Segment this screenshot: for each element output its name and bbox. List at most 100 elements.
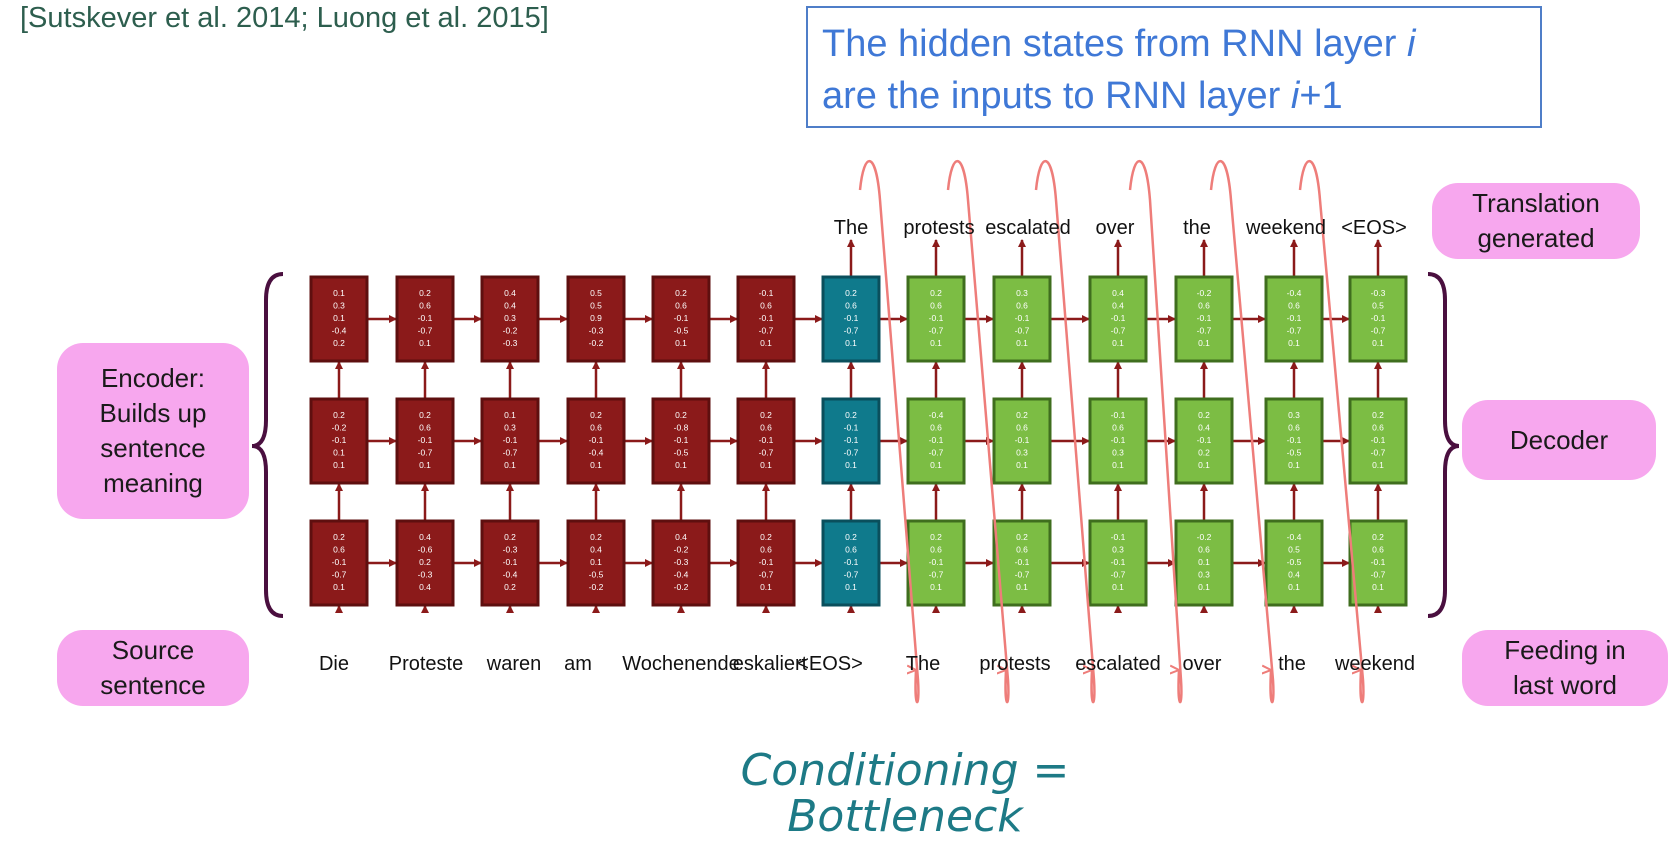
cell-value: 0.2 [504, 582, 516, 592]
cell-value: -0.1 [929, 557, 944, 567]
cell-value: 0.1 [845, 460, 857, 470]
cell-value: 0.1 [930, 338, 942, 348]
note-line-1: The hidden states from RNN layer i [822, 23, 1416, 65]
cell-value: -0.3 [418, 570, 433, 580]
cell-value: 0.6 [1372, 423, 1384, 433]
cell-value: -0.2 [1197, 532, 1212, 542]
cell-value: 0.3 [1112, 448, 1124, 458]
cell-box [906, 275, 966, 363]
cell-value: 0.2 [590, 532, 602, 542]
cell-value: 0.1 [1372, 582, 1384, 592]
cell-box [309, 275, 369, 363]
hidden-state-cell: 0.2 0.6 -0.1 -0.4 0.1 [566, 397, 626, 485]
cell-value: 0.3 [1288, 410, 1300, 420]
cell-value: -0.7 [1015, 570, 1030, 580]
cell-value: 0.2 [845, 532, 857, 542]
cell-value: -0.4 [332, 326, 347, 336]
cell-value: 0.2 [1198, 448, 1210, 458]
cell-value: -0.6 [418, 545, 433, 555]
cell-value: -0.3 [503, 338, 518, 348]
cell-box [1348, 275, 1408, 363]
hidden-state-cell: 0.2 0.6 -0.1 -0.7 0.1 [1348, 397, 1408, 485]
cell-value: 0.2 [845, 410, 857, 420]
cell-value: -0.1 [674, 435, 689, 445]
cell-box [821, 397, 881, 485]
cell-value: 0.2 [419, 410, 431, 420]
cell-value: 0.3 [1016, 288, 1028, 298]
cell-box [566, 519, 626, 607]
cell-value: -0.1 [844, 313, 859, 323]
cell-value: 0.2 [675, 410, 687, 420]
cell-value: 0.4 [504, 301, 516, 311]
cell-value: -0.1 [418, 435, 433, 445]
input-word: the [1278, 653, 1306, 675]
cell-value: -0.1 [418, 313, 433, 323]
cell-value: 0.1 [1016, 582, 1028, 592]
hidden-state-cell: 0.2 -0.2 -0.1 0.1 0.1 [309, 397, 369, 485]
cell-value: 0.3 [504, 423, 516, 433]
cell-value: -0.4 [674, 570, 689, 580]
cell-value: 0.5 [590, 288, 602, 298]
hidden-state-cell: 0.1 0.3 0.1 -0.4 0.2 [309, 275, 369, 363]
cell-value: 0.1 [760, 338, 772, 348]
cell-box [736, 275, 796, 363]
hidden-state-cell: 0.2 0.6 -0.1 -0.7 0.1 [309, 519, 369, 607]
cell-value: -0.1 [1015, 313, 1030, 323]
cell-value: 0.1 [675, 338, 687, 348]
cell-value: -0.5 [1287, 448, 1302, 458]
cell-value: 0.6 [419, 423, 431, 433]
cell-box [992, 275, 1052, 363]
input-word: over [1183, 653, 1222, 675]
cell-value: -0.1 [759, 435, 774, 445]
note-line-2: are the inputs to RNN layer i+1 [822, 75, 1343, 117]
decoder-label: Decoder [1462, 400, 1656, 480]
cell-box [395, 275, 455, 363]
cell-value: -0.5 [674, 326, 689, 336]
cell-value: -0.7 [1015, 326, 1030, 336]
cell-value: -0.4 [1287, 532, 1302, 542]
translation-generated-label: Translation generated [1432, 183, 1640, 259]
cell-value: -0.5 [674, 448, 689, 458]
cell-value: 0.2 [1198, 410, 1210, 420]
cell-value: -0.3 [674, 557, 689, 567]
cell-value: -0.3 [503, 545, 518, 555]
encoder-brace [251, 272, 284, 618]
hidden-state-cell: 0.4 -0.6 0.2 -0.3 0.4 [395, 519, 455, 607]
hidden-state-cell: 0.2 0.4 -0.1 0.2 0.1 [1174, 397, 1234, 485]
cell-value: 0.6 [1016, 301, 1028, 311]
cell-value: 0.4 [419, 582, 431, 592]
hidden-state-cell: 0.2 0.6 -0.1 -0.7 0.1 [906, 519, 966, 607]
cell-value: -0.7 [1287, 326, 1302, 336]
input-word: eskaliert [733, 653, 808, 675]
cell-value: -0.1 [1371, 313, 1386, 323]
hidden-state-cell: -0.1 0.6 -0.1 0.3 0.1 [1088, 397, 1148, 485]
cell-value: 0.6 [760, 301, 772, 311]
layer-note-box: The hidden states from RNN layer i are t… [806, 6, 1542, 128]
cell-value: -0.1 [1197, 313, 1212, 323]
cell-value: -0.7 [503, 448, 518, 458]
cell-value: 0.5 [1372, 301, 1384, 311]
cell-value: 0.1 [760, 582, 772, 592]
hidden-state-cell: 0.1 0.3 -0.1 -0.7 0.1 [480, 397, 540, 485]
cell-value: 0.1 [1288, 582, 1300, 592]
cell-value: -0.7 [759, 570, 774, 580]
cell-value: 0.1 [760, 460, 772, 470]
cell-box [992, 397, 1052, 485]
cell-value: 0.6 [333, 545, 345, 555]
cell-value: -0.2 [332, 423, 347, 433]
cell-value: -0.1 [1111, 410, 1126, 420]
output-word: The [834, 217, 868, 239]
cell-value: -0.4 [1287, 288, 1302, 298]
cell-value: 0.1 [333, 460, 345, 470]
cell-value: -0.8 [674, 423, 689, 433]
cell-box [309, 519, 369, 607]
input-word: Proteste [389, 653, 463, 675]
cell-value: -0.1 [674, 313, 689, 323]
hidden-state-cell: -0.4 0.6 -0.1 -0.7 0.1 [1264, 275, 1324, 363]
cell-value: 0.6 [590, 423, 602, 433]
input-word: waren [486, 653, 541, 675]
feedback-loop [1209, 159, 1275, 704]
cell-box [1264, 397, 1324, 485]
cell-value: 0.1 [930, 582, 942, 592]
cell-value: 0.6 [1198, 301, 1210, 311]
